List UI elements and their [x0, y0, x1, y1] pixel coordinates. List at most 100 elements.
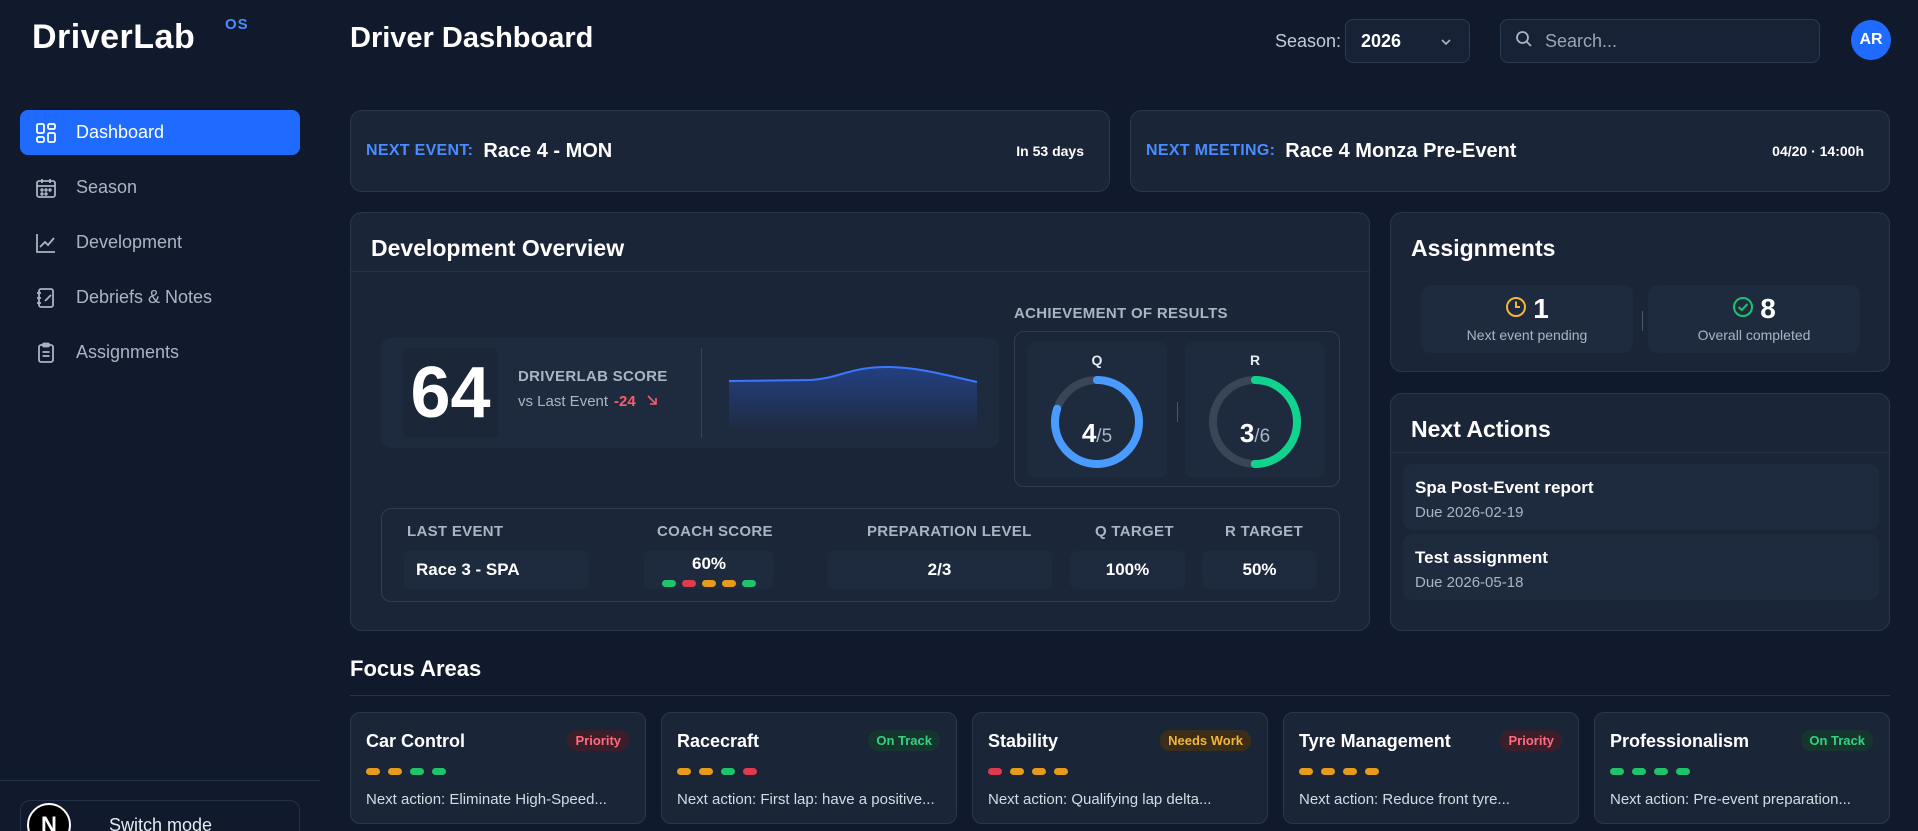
- search-icon: [1515, 30, 1533, 53]
- search-input[interactable]: [1545, 30, 1805, 52]
- preparation-level-value: 2/3: [827, 551, 1052, 589]
- focus-card-stability[interactable]: Stability Needs Work Next action: Qualif…: [972, 712, 1268, 824]
- development-overview-title: Development Overview: [371, 235, 625, 261]
- check-circle-icon: [1732, 293, 1754, 325]
- calendar-icon: [34, 176, 58, 200]
- driverlab-score-value: 64: [403, 348, 498, 438]
- ring-divider: [1177, 402, 1178, 422]
- chevron-down-icon: [1439, 33, 1453, 54]
- assignments-card: Assignments 1 Next event pending 8 Overa…: [1390, 212, 1890, 372]
- sidebar-item-label: Season: [76, 177, 138, 197]
- rating-dot: [432, 768, 446, 775]
- next-meeting-time: 04/20 · 14:00h: [1772, 143, 1864, 159]
- sidebar-item-label: Debriefs & Notes: [76, 287, 213, 307]
- season-label: Season:: [1275, 31, 1342, 51]
- rating-dot: [1032, 768, 1046, 775]
- sidebar-item-label: Development: [76, 232, 183, 252]
- completed-count: 8: [1760, 293, 1776, 324]
- page-title: Driver Dashboard: [350, 22, 594, 54]
- avatar[interactable]: AR: [1851, 20, 1891, 60]
- next-actions-card: Next Actions Spa Post-Event report Due 2…: [1390, 393, 1890, 631]
- rating-dot: [742, 579, 756, 587]
- sidebar: DriverLab OS Dashboard Season Developmen…: [0, 0, 320, 831]
- season-select[interactable]: 2026: [1345, 19, 1470, 63]
- rating-dot: [1676, 768, 1690, 775]
- focus-card-racecraft[interactable]: Racecraft On Track Next action: First la…: [661, 712, 957, 824]
- action-item-title: Spa Post-Event report: [1415, 478, 1594, 497]
- brand-logo[interactable]: DriverLab: [32, 18, 196, 56]
- rating-dot: [1365, 768, 1379, 775]
- focus-rating-dots: [988, 768, 1068, 775]
- score-divider: [701, 348, 702, 438]
- sidebar-item-development[interactable]: Development: [20, 220, 300, 265]
- r-ring-label: R: [1249, 352, 1261, 368]
- last-event-table: LAST EVENT COACH SCORE PREPARATION LEVEL…: [381, 508, 1340, 602]
- season-value: 2026: [1361, 30, 1402, 51]
- rating-dot: [388, 768, 402, 775]
- action-item[interactable]: Test assignment Due 2026-05-18: [1403, 534, 1879, 600]
- focus-card-title: Tyre Management: [1299, 731, 1451, 751]
- next-event-countdown: In 53 days: [1016, 143, 1084, 159]
- pending-assignments[interactable]: 1 Next event pending: [1421, 285, 1633, 353]
- completed-assignments[interactable]: 8 Overall completed: [1648, 285, 1860, 353]
- focus-card-title: Racecraft: [677, 731, 760, 751]
- action-item-due: Due 2026-05-18: [1415, 574, 1524, 591]
- card-divider: [1391, 452, 1889, 453]
- status-badge: Priority: [567, 730, 629, 751]
- action-item-title: Test assignment: [1415, 548, 1548, 567]
- next-meeting-bar[interactable]: NEXT MEETING: Race 4 Monza Pre-Event 04/…: [1130, 110, 1890, 192]
- brand-superscript: OS: [225, 16, 249, 33]
- next-event-bar[interactable]: NEXT EVENT: Race 4 - MON In 53 days: [350, 110, 1110, 192]
- rating-dot: [722, 579, 736, 587]
- sidebar-item-dashboard[interactable]: Dashboard: [20, 110, 300, 155]
- vs-last-event-label: vs Last Event: [518, 393, 609, 410]
- sidebar-item-season[interactable]: Season: [20, 165, 300, 210]
- focus-card-car-control[interactable]: Car Control Priority Next action: Elimin…: [350, 712, 646, 824]
- focus-card-title: Stability: [988, 731, 1059, 751]
- coach-score-dots: [662, 579, 756, 587]
- next-event-value: Race 4 - MON: [483, 139, 613, 162]
- assignment-divider: [1642, 311, 1643, 331]
- coach-score-value: 60%: [691, 553, 727, 573]
- rating-dot: [410, 768, 424, 775]
- focus-card-tyre-management[interactable]: Tyre Management Priority Next action: Re…: [1283, 712, 1579, 824]
- action-item-due: Due 2026-02-19: [1415, 504, 1524, 521]
- clock-icon: [1505, 293, 1527, 325]
- achievement-label: ACHIEVEMENT OF RESULTS: [1014, 305, 1228, 322]
- action-item[interactable]: Spa Post-Event report Due 2026-02-19: [1403, 464, 1879, 530]
- header-q-target: Q TARGET: [1095, 523, 1174, 540]
- next-actions-title: Next Actions: [1411, 416, 1551, 442]
- status-badge: Priority: [1500, 730, 1562, 751]
- status-badge: On Track: [868, 730, 940, 751]
- switch-mode-button[interactable]: N Switch mode: [20, 800, 300, 831]
- achievement-panel: Q 4/5 R 3/6: [1014, 331, 1340, 487]
- rating-dot: [1010, 768, 1024, 775]
- focus-rating-dots: [677, 768, 757, 775]
- dashboard-icon: [34, 121, 58, 145]
- rating-dot: [662, 579, 676, 587]
- r-ring: R 3/6: [1185, 342, 1325, 478]
- rating-dot: [1654, 768, 1668, 775]
- focus-next-action: Next action: Pre-event preparation...: [1610, 791, 1851, 808]
- notebook-icon: [34, 286, 58, 310]
- r-ring-value: 3/6: [1239, 418, 1271, 448]
- r-ring-gauge: [1209, 376, 1301, 468]
- focus-rating-dots: [366, 768, 446, 775]
- q-ring: Q 4/5: [1027, 342, 1167, 478]
- q-ring-label: Q: [1091, 352, 1103, 368]
- sidebar-item-debriefs[interactable]: Debriefs & Notes: [20, 275, 300, 320]
- sidebar-item-assignments[interactable]: Assignments: [20, 330, 300, 375]
- sidebar-nav: Dashboard Season Development Debriefs & …: [20, 110, 300, 385]
- rating-dot: [721, 768, 735, 775]
- focus-card-title: Professionalism: [1610, 731, 1750, 751]
- search-box[interactable]: [1500, 19, 1820, 63]
- next-meeting-label: NEXT MEETING:: [1146, 142, 1276, 159]
- focus-card-professionalism[interactable]: Professionalism On Track Next action: Pr…: [1594, 712, 1890, 824]
- last-event-name[interactable]: Race 3 - SPA: [404, 551, 589, 589]
- score-meta: DRIVERLAB SCORE vs Last Event -24: [518, 368, 668, 410]
- focus-rating-dots: [1610, 768, 1690, 775]
- header-r-target: R TARGET: [1225, 523, 1303, 540]
- rating-dot: [743, 768, 757, 775]
- development-overview-card: Development Overview 64 DRIVERLAB SCORE …: [350, 212, 1370, 631]
